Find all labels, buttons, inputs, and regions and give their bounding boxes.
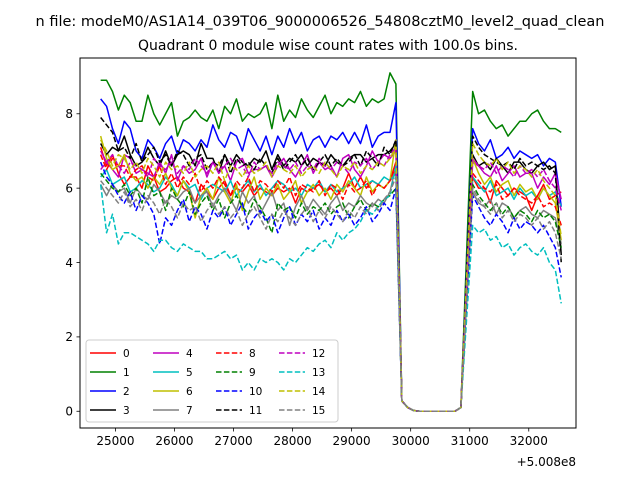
y-tick-label: 8 xyxy=(65,107,73,121)
y-tick-label: 6 xyxy=(65,181,73,195)
legend-label-15: 15 xyxy=(312,405,325,417)
series-line-6 xyxy=(99,135,562,413)
legend-label-5: 5 xyxy=(186,367,193,379)
series-line-14 xyxy=(100,139,562,413)
y-tick-label: 0 xyxy=(65,405,73,419)
y-tick-label: 2 xyxy=(65,330,73,344)
x-axis-offset-text: +5.008e8 xyxy=(517,455,576,469)
x-axis: 25000 26000 27000 28000 29000 30000 31000 32000 xyxy=(96,428,548,448)
legend-label-7: 7 xyxy=(186,405,193,417)
legend-label-11: 11 xyxy=(249,405,262,417)
legend-label-4: 4 xyxy=(186,348,193,360)
figure-suptitle: n file: modeM0/AS1A14_039T06_9000006526_… xyxy=(36,14,605,30)
series-line-11 xyxy=(100,117,562,413)
legend-label-9: 9 xyxy=(249,367,256,379)
series-line-10 xyxy=(99,161,562,413)
x-tick-label: 27000 xyxy=(214,434,252,448)
legend-box xyxy=(85,339,339,423)
y-axis: 0 2 4 6 8 xyxy=(65,107,80,419)
x-tick-label: 31000 xyxy=(451,434,489,448)
plot-area xyxy=(99,72,562,413)
x-tick-label: 26000 xyxy=(155,434,193,448)
legend-label-6: 6 xyxy=(186,386,193,398)
series-line-9 xyxy=(100,172,562,413)
series-line-3 xyxy=(100,135,562,413)
legend-label-8: 8 xyxy=(249,348,256,360)
y-tick-label: 4 xyxy=(65,256,73,270)
legend-label-3: 3 xyxy=(123,405,130,417)
legend-label-1: 1 xyxy=(123,367,130,379)
series-line-8 xyxy=(99,154,562,413)
series-line-1 xyxy=(100,72,562,413)
legend-label-12: 12 xyxy=(312,348,325,360)
chart-title: Quadrant 0 module wise count rates with … xyxy=(138,38,518,54)
x-tick-label: 28000 xyxy=(273,434,311,448)
x-tick-label: 30000 xyxy=(392,434,430,448)
axes-frame xyxy=(79,57,577,429)
series-line-15 xyxy=(100,176,562,413)
legend-label-0: 0 xyxy=(123,348,130,360)
legend-label-14: 14 xyxy=(312,386,326,398)
legend-label-10: 10 xyxy=(249,386,262,398)
legend-label-13: 13 xyxy=(312,367,325,379)
series-line-4 xyxy=(100,150,562,413)
series-line-2 xyxy=(100,98,562,413)
legend-label-2: 2 xyxy=(123,386,130,398)
x-tick-label: 32000 xyxy=(510,434,548,448)
x-tick-label: 29000 xyxy=(333,434,371,448)
x-tick-label: 25000 xyxy=(96,434,134,448)
